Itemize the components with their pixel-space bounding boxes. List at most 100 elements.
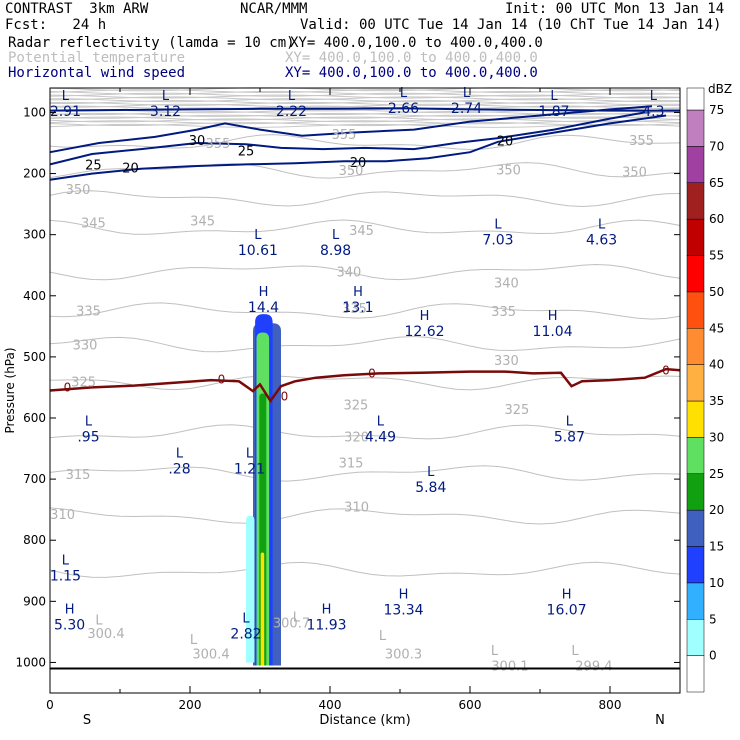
freezing-level-label: 0 — [281, 390, 289, 404]
theta-label: 315 — [66, 468, 91, 483]
reflectivity-column — [260, 552, 265, 666]
theta-label: 299.4 — [575, 660, 612, 675]
theta-contour — [49, 219, 681, 235]
wind-extremum-value: 4.49 — [365, 429, 396, 445]
wind-extremum-marker: L — [566, 414, 574, 429]
wind-extremum-marker: H — [259, 285, 269, 300]
theta-contour — [49, 507, 681, 525]
field-reflectivity-xy: XY= 400.0,100.0 to 400.0,400.0 — [290, 35, 543, 51]
y-tick-label: 300 — [23, 228, 46, 242]
y-tick-label: 900 — [23, 594, 46, 608]
wind-extremum-marker: H — [548, 309, 558, 324]
wind-contour-label: 20 — [122, 161, 139, 176]
colorbar-unit: dBZ — [708, 82, 732, 96]
wind-extremum-marker: H — [420, 309, 430, 324]
wind-extremum-marker: H — [562, 587, 572, 602]
wind-extremum-value: .95 — [77, 429, 99, 445]
theta-label: 350 — [622, 166, 647, 181]
colorbar-swatch — [686, 619, 705, 656]
wind-extremum-marker: L — [332, 228, 340, 243]
theta-label: 330 — [494, 354, 519, 369]
theta-label: 300.7 — [273, 617, 310, 632]
theta-label: 355 — [629, 134, 654, 149]
colorbar-swatch — [686, 473, 705, 511]
colorbar-tick-label: 25 — [709, 467, 724, 481]
wind-extremum-value: 2.74 — [451, 101, 482, 117]
wind-extremum-value: 7.03 — [482, 233, 513, 249]
colorbar-tick-label: 70 — [709, 139, 724, 153]
colorbar-tick-label: 40 — [709, 358, 724, 372]
wind-extremum-value: 2.82 — [230, 627, 261, 643]
x-tick-label: 600 — [459, 698, 482, 712]
wind-extremum-marker: H — [399, 587, 409, 602]
wind-extremum-value: .28 — [168, 462, 190, 478]
wind-extremum-marker: L — [176, 447, 184, 462]
colorbar-swatch — [686, 509, 705, 547]
org-label: NCAR/MMM — [240, 1, 308, 17]
wind-extremum-marker: L — [62, 89, 70, 104]
wind-contour-label: 30 — [189, 134, 206, 149]
theta-label: 300.4 — [87, 627, 124, 642]
x-tick-label: 200 — [179, 698, 202, 712]
x-tick-label: 0 — [46, 698, 54, 712]
theta-label: 350 — [339, 164, 364, 179]
theta-label: 310 — [50, 508, 75, 523]
wind-speed-contour — [49, 107, 680, 112]
isentrope-line — [49, 94, 681, 99]
colorbar-tick-label: 75 — [709, 103, 724, 117]
colorbar-swatch — [686, 655, 705, 693]
colorbar-tick-label: 20 — [709, 503, 724, 517]
theta-label: 345 — [190, 215, 215, 230]
wind-extremum-value: 11.04 — [533, 324, 573, 340]
wind-extremum-value: 2.22 — [276, 104, 307, 120]
theta-contour — [49, 302, 681, 320]
model-title: CONTRAST 3km ARW — [5, 1, 149, 17]
theta-label: 325 — [343, 399, 368, 414]
wind-speed-contour — [49, 105, 653, 154]
colorbar-tick-label: 35 — [709, 394, 724, 408]
isentrope-line — [49, 116, 681, 121]
x-tick-label: 400 — [319, 698, 342, 712]
x-tick-label: 800 — [599, 698, 622, 712]
y-tick-label: 500 — [23, 350, 46, 364]
wind-extremum-marker: L — [550, 89, 558, 104]
theta-label: 350 — [496, 163, 521, 178]
y-tick-label: 200 — [23, 167, 46, 181]
freezing-level-line — [49, 367, 681, 404]
theta-label: 345 — [349, 224, 374, 239]
wind-extremum-value: 13.34 — [383, 602, 423, 618]
theta-label: 300.4 — [192, 647, 229, 662]
wind-extremum-value: 4.63 — [586, 233, 617, 249]
colorbar-swatch — [686, 582, 705, 620]
wind-extremum-marker: H — [322, 603, 332, 618]
wind-extremum-marker: L — [62, 554, 70, 569]
theta-contour — [49, 162, 681, 179]
x-axis-label: Distance (km) — [319, 713, 410, 728]
colorbar-swatch — [686, 218, 705, 256]
wind-contour-label: 25 — [238, 144, 255, 159]
y-tick-label: 600 — [23, 411, 46, 425]
wind-speed-contour — [49, 111, 646, 166]
theta-label: 335 — [491, 305, 516, 320]
colorbar-tick-label: 15 — [709, 540, 724, 554]
theta-label: 335 — [76, 304, 101, 319]
colorbar-swatch — [686, 364, 705, 402]
wind-extremum-marker: L — [254, 228, 262, 243]
theta-label: 310 — [344, 501, 369, 516]
wind-extremum-marker: L — [598, 218, 606, 233]
wind-extremum-value: 1.15 — [50, 569, 81, 585]
wind-extremum-marker: L — [427, 465, 435, 480]
valid-time: Valid: 00 UTC Tue 14 Jan 14 (10 ChT Tue … — [300, 17, 722, 33]
colorbar-tick-label: 60 — [709, 212, 724, 226]
wind-extremum-value: 5.87 — [554, 429, 585, 445]
wind-extremum-marker: L — [494, 218, 502, 233]
colorbar-tick-label: 55 — [709, 249, 724, 263]
colorbar-swatch — [686, 328, 705, 365]
colorbar-cap — [686, 87, 705, 111]
y-tick-label: 700 — [23, 472, 46, 486]
theta-low-marker: L — [379, 629, 387, 644]
x-end-label-left: S — [83, 713, 91, 728]
theta-low-marker: L — [491, 644, 499, 659]
x-end-label-right: N — [655, 713, 665, 728]
